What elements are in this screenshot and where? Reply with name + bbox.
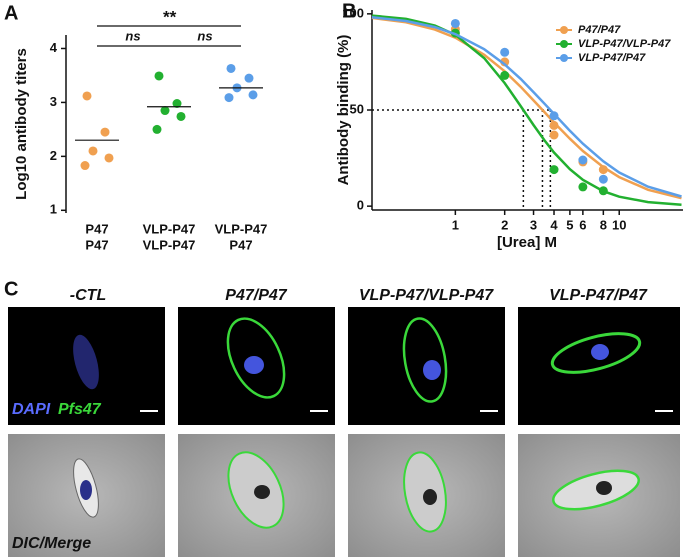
x-tick-label: 5	[566, 217, 573, 232]
cell	[550, 332, 642, 374]
data-point	[549, 120, 559, 130]
x-tick-label: P47	[229, 237, 252, 252]
y-axis-label: Log10 antibody titers	[13, 48, 30, 200]
fit-curve	[371, 16, 682, 200]
cell	[226, 317, 286, 399]
y-tick-label: 0	[357, 198, 364, 213]
legend-marker	[560, 40, 568, 48]
column-label: VLP-P47/VLP-P47	[359, 287, 494, 304]
column-label: VLP-P47/P47	[549, 287, 648, 304]
panel-letter: C	[4, 278, 18, 300]
legend-marker	[560, 54, 568, 62]
x-tick-label: 3	[530, 217, 537, 232]
stain-label: DAPI	[12, 401, 51, 418]
data-point	[100, 127, 110, 137]
data-point	[578, 155, 588, 165]
x-tick-label: 10	[612, 217, 626, 232]
x-tick-label: 6	[579, 217, 586, 232]
data-point	[152, 124, 162, 134]
data-point	[80, 161, 90, 171]
pigment	[254, 485, 270, 499]
data-point	[88, 146, 98, 156]
significance-label: ns	[197, 28, 212, 43]
legend-marker	[560, 26, 568, 34]
x-tick-label: P47	[85, 237, 108, 252]
cell	[552, 469, 640, 511]
fit-curve	[371, 16, 682, 198]
pigment	[423, 489, 437, 505]
data-point	[500, 70, 510, 80]
data-point	[549, 130, 559, 140]
data-point	[549, 165, 559, 175]
nucleus	[423, 360, 441, 380]
column-label: P47/P47	[225, 287, 287, 304]
data-point	[578, 182, 588, 192]
x-tick-label: 8	[600, 217, 607, 232]
nucleus	[80, 480, 92, 500]
y-axis-label: Antibody binding (%)	[335, 35, 352, 186]
data-point	[82, 91, 92, 101]
data-point	[598, 186, 608, 196]
x-tick-label: 4	[550, 217, 558, 232]
nucleus	[591, 344, 609, 360]
significance-label: **	[162, 7, 177, 26]
panel-letter: B	[342, 0, 356, 22]
cell	[402, 317, 448, 403]
legend-label: VLP-P47/P47	[578, 52, 646, 64]
legend-label: VLP-P47/VLP-P47	[578, 38, 671, 50]
stain-label: Pfs47	[58, 401, 102, 418]
x-tick-label: P47	[85, 221, 108, 236]
data-point	[598, 165, 608, 175]
nucleus	[244, 356, 264, 374]
cell	[73, 334, 99, 390]
row-label: DIC/Merge	[12, 535, 91, 552]
y-tick-label: 2	[50, 148, 57, 163]
x-tick-label: VLP-P47	[143, 237, 196, 252]
significance-label: ns	[125, 28, 140, 43]
microscopy	[8, 307, 680, 557]
data-point	[450, 18, 460, 28]
y-tick-label: 50	[350, 101, 364, 116]
data-point	[224, 93, 234, 103]
data-point	[160, 106, 170, 116]
data-point	[244, 73, 254, 83]
data-point	[172, 99, 182, 109]
image-tile	[518, 307, 680, 425]
data-point	[104, 153, 114, 163]
data-point	[500, 47, 510, 57]
column-label: -CTL	[70, 287, 106, 304]
pigment	[596, 481, 612, 495]
data-point	[154, 71, 164, 81]
data-point	[176, 111, 186, 121]
data-point	[549, 111, 559, 121]
y-tick-label: 3	[50, 94, 57, 109]
data-point	[248, 90, 258, 100]
x-axis-label: [Urea] M	[497, 234, 557, 251]
panel-letter: A	[4, 2, 18, 24]
x-tick-label: VLP-P47	[215, 221, 268, 236]
data-point	[598, 174, 608, 184]
x-tick-label: VLP-P47	[143, 221, 196, 236]
data-point	[226, 63, 236, 73]
x-tick-label: 2	[501, 217, 508, 232]
legend-label: P47/P47	[578, 24, 621, 36]
x-tick-label: 1	[452, 217, 459, 232]
y-tick-label: 1	[50, 202, 57, 217]
y-tick-label: 100	[342, 5, 364, 20]
y-tick-label: 4	[50, 40, 58, 55]
